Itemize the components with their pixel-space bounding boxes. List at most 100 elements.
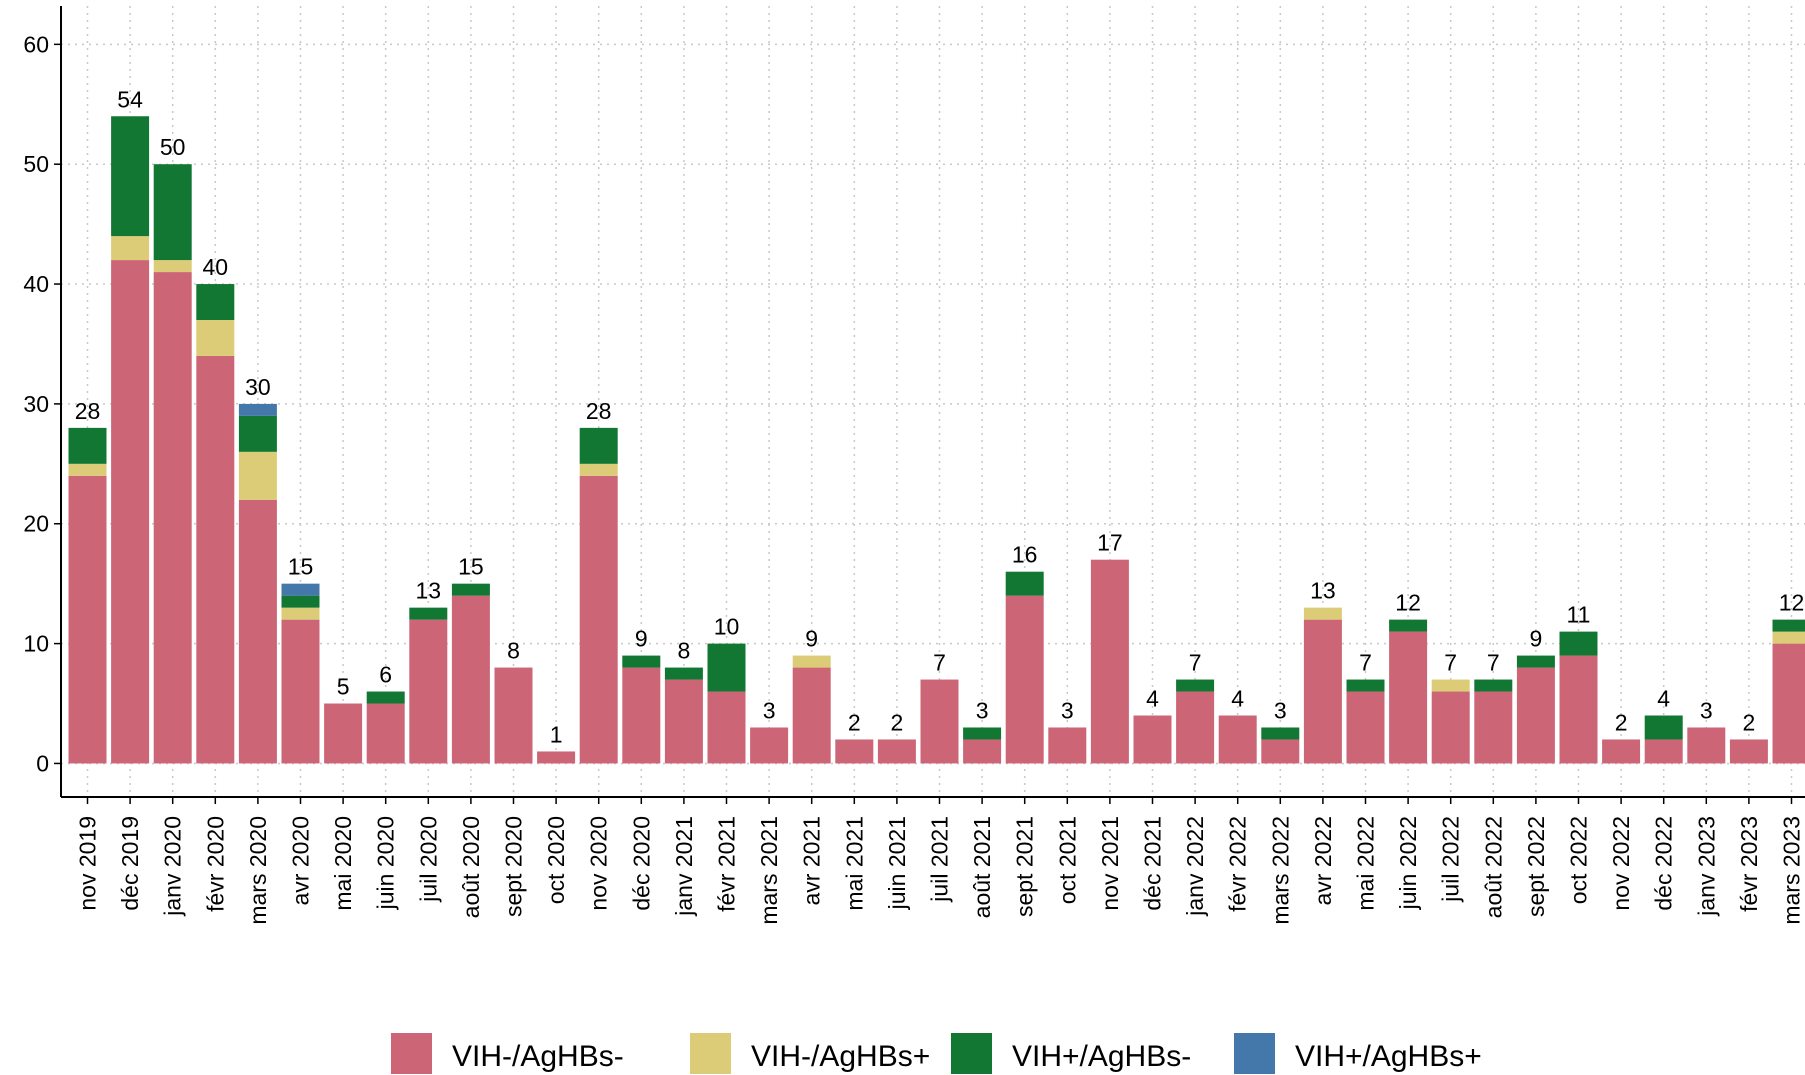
bar-segment — [1644, 715, 1683, 740]
bar-segment — [238, 403, 277, 416]
total-label: 5 — [337, 674, 350, 700]
bar-segment — [281, 595, 320, 608]
bar-segment — [537, 751, 576, 764]
bar-segment — [196, 284, 235, 321]
x-tick-label: nov 2019 — [75, 816, 101, 911]
total-label: 9 — [805, 626, 818, 652]
total-label: 12 — [1395, 590, 1421, 616]
total-label: 16 — [1012, 542, 1038, 568]
total-label: 9 — [635, 626, 648, 652]
bar-segment — [1261, 739, 1300, 764]
bar-segment — [622, 655, 661, 668]
y-tick-label: 60 — [23, 31, 49, 57]
total-label: 4 — [1657, 686, 1670, 712]
bar-segment — [281, 607, 320, 620]
bar-segment — [1218, 715, 1257, 764]
bar-segment — [1389, 631, 1428, 764]
bar-segment — [366, 703, 405, 764]
total-label: 28 — [586, 398, 612, 424]
x-tick-label: janv 2021 — [671, 816, 697, 917]
total-label: 40 — [203, 254, 229, 280]
bar-segment — [1303, 607, 1342, 620]
x-tick-label: mai 2021 — [841, 816, 867, 911]
total-label: 3 — [763, 697, 776, 723]
x-tick-label: août 2021 — [969, 816, 995, 918]
x-tick-label: avr 2020 — [288, 816, 314, 906]
total-label: 2 — [848, 709, 861, 735]
total-label: 10 — [714, 614, 740, 640]
x-tick-label: févr 2020 — [202, 816, 228, 912]
bar-segment — [1474, 679, 1513, 692]
bar-segment — [1346, 691, 1385, 764]
x-tick-label: mars 2023 — [1779, 816, 1805, 925]
x-tick-label: mars 2020 — [245, 816, 271, 925]
bar-segment — [451, 595, 490, 764]
y-tick-label: 20 — [23, 511, 49, 537]
bar-segment — [111, 260, 150, 764]
bar-segment — [1133, 715, 1172, 764]
y-tick-label: 50 — [23, 151, 49, 177]
total-label: 13 — [1310, 578, 1336, 604]
legend-swatch — [951, 1033, 992, 1074]
x-tick-label: août 2020 — [458, 816, 484, 918]
total-label: 4 — [1146, 686, 1159, 712]
total-label: 30 — [245, 374, 271, 400]
total-label: 2 — [891, 709, 904, 735]
bar-segment — [238, 415, 277, 452]
total-label: 3 — [1274, 697, 1287, 723]
bar-segment — [1346, 679, 1385, 692]
bar-segment — [835, 739, 874, 764]
bar-segment — [366, 691, 405, 704]
bar-segment — [111, 116, 150, 237]
total-label: 9 — [1530, 626, 1543, 652]
total-label: 28 — [75, 398, 101, 424]
x-tick-label: juin 2020 — [373, 816, 399, 910]
x-tick-label: avr 2021 — [799, 816, 825, 906]
bar-segment — [707, 691, 746, 764]
bar-segment — [1431, 691, 1470, 764]
bar-segment — [1303, 619, 1342, 764]
x-tick-label: juin 2021 — [884, 816, 910, 910]
total-label: 4 — [1231, 686, 1244, 712]
bar-segment — [1516, 667, 1555, 764]
bar-segment — [451, 583, 490, 596]
bar-segment — [622, 667, 661, 764]
x-tick-label: mai 2022 — [1353, 816, 1379, 911]
x-tick-label: mai 2020 — [330, 816, 356, 911]
x-tick-label: déc 2021 — [1140, 816, 1166, 911]
y-tick-label: 0 — [36, 750, 49, 776]
bar-segment — [1048, 727, 1087, 764]
bar-segment — [1559, 631, 1598, 656]
bar-segment — [792, 655, 831, 668]
bar-segment — [1005, 571, 1044, 596]
bar-segment — [963, 739, 1002, 764]
bar-segment — [1176, 691, 1215, 764]
bar-segment — [1389, 619, 1428, 632]
bar-segment — [238, 499, 277, 764]
bar-segment — [920, 679, 959, 764]
total-label: 6 — [379, 662, 392, 688]
bar-segment — [153, 272, 192, 764]
x-tick-label: déc 2019 — [117, 816, 143, 911]
bar-segment — [579, 427, 618, 464]
bar-segment — [196, 355, 235, 764]
total-label: 3 — [976, 697, 989, 723]
x-tick-label: oct 2020 — [543, 816, 569, 904]
bar-segment — [1772, 643, 1805, 764]
bar-segment — [1602, 739, 1641, 764]
total-label: 3 — [1700, 697, 1713, 723]
total-label: 7 — [1487, 650, 1500, 676]
x-tick-label: juil 2020 — [415, 816, 441, 903]
bar-segment — [238, 451, 277, 500]
bar-segment — [111, 236, 150, 261]
bar-segment — [579, 463, 618, 476]
bar-segment — [1772, 631, 1805, 644]
bar-segment — [1516, 655, 1555, 668]
bar-segment — [68, 427, 107, 464]
bar-segment — [153, 164, 192, 261]
bar-segment — [281, 583, 320, 596]
bar-segment — [68, 475, 107, 764]
x-tick-label: oct 2021 — [1054, 816, 1080, 904]
bar-segment — [153, 260, 192, 273]
